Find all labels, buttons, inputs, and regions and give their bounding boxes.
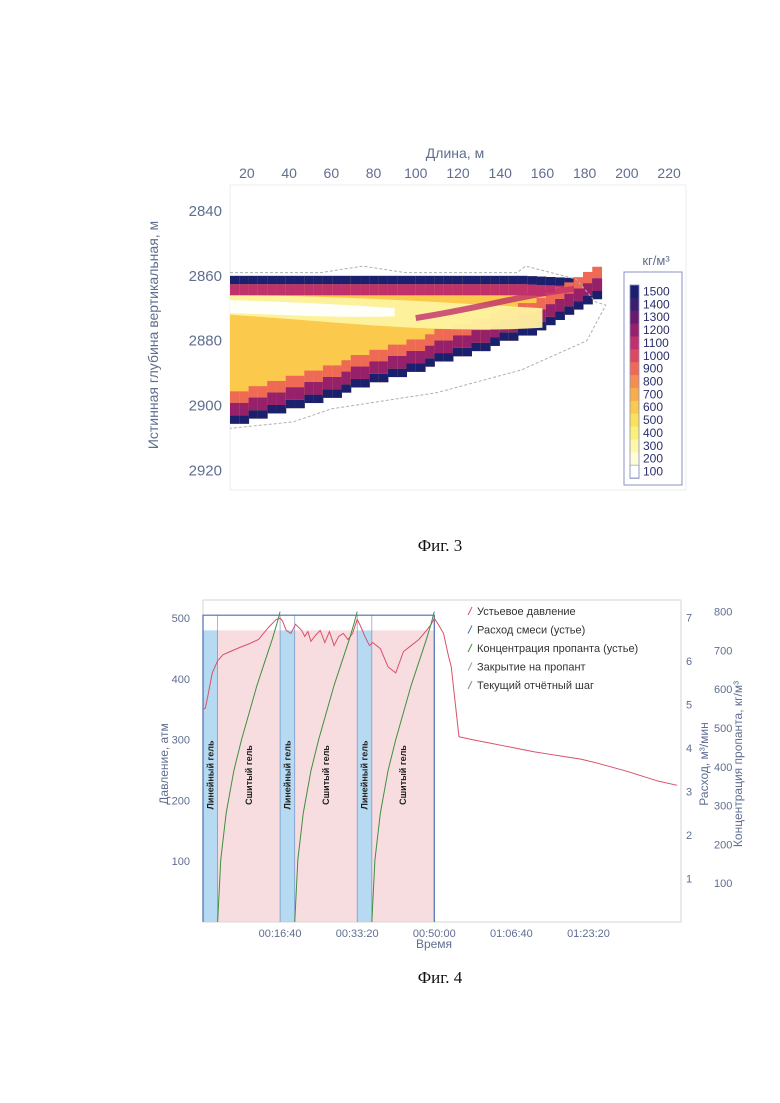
fig4-stage-label: Сшитый гель bbox=[244, 745, 254, 805]
fig3-x-tick-label: 40 bbox=[281, 165, 297, 181]
fig3-colorbar-swatch bbox=[630, 388, 639, 401]
fig3-x-tick-label: 140 bbox=[489, 165, 513, 181]
fig3-ylabel: Истинная глубина вертикальная, м bbox=[145, 221, 161, 449]
fig3-colorbar-swatch bbox=[630, 324, 639, 337]
fig4-stage-bands: Линейный гель Сшитый гель Линейный гель Сши… bbox=[203, 630, 434, 922]
fig3-colorbar-swatch bbox=[630, 362, 639, 375]
fig4-y-right1-tick-label: 4 bbox=[686, 743, 692, 755]
fig4-stage-label: Сшитый гель bbox=[398, 745, 408, 805]
fig4-x-tick-label: 01:23:20 bbox=[567, 928, 610, 940]
fig3-colorbar-swatch bbox=[630, 298, 639, 311]
fig3-x-tick-label: 120 bbox=[446, 165, 470, 181]
fig3-x-tick-label: 100 bbox=[404, 165, 428, 181]
fig3-colorbar-swatch bbox=[630, 452, 639, 465]
fig4-legend-entry: Закрытие на пропант bbox=[477, 662, 586, 674]
fig3-y-tick-label: 2860 bbox=[189, 268, 222, 285]
fig3-colorbar-swatch bbox=[630, 465, 639, 478]
fig4-ylabel-left: Давление, атм bbox=[157, 723, 171, 804]
fig4-legend-entry: Текущий отчётный шаг bbox=[477, 680, 594, 692]
fig3-xlabel: Длина, м bbox=[426, 145, 484, 161]
fig3-colorbar-swatch bbox=[630, 349, 639, 362]
fig3-y-ticks: 2840 2860 2880 2900 2920 bbox=[189, 203, 222, 480]
fig4-stage-label: Сшитый гель bbox=[321, 745, 331, 805]
fig4-legend-entry: Концентрация пропанта (устье) bbox=[477, 643, 638, 655]
fig3-y-tick-label: 2880 bbox=[189, 333, 222, 350]
fig3-colorbar-swatch bbox=[630, 311, 639, 324]
fig4-y-right2-tick-label: 200 bbox=[714, 839, 732, 851]
fig4-y-right1-tick-label: 6 bbox=[686, 656, 692, 668]
fig3-colorbar-swatch bbox=[630, 375, 639, 388]
fig4-y-right1-tick-label: 7 bbox=[686, 612, 692, 624]
fig3-colorbar-swatch bbox=[630, 401, 639, 414]
fig4-y-right2-ticks: 100 200 300 400 500 600 700 800 bbox=[714, 607, 732, 891]
fig4-y-right2-tick-label: 800 bbox=[714, 607, 732, 619]
fig3-x-tick-label: 60 bbox=[324, 165, 340, 181]
fig4-x-tick-label: 00:33:20 bbox=[336, 928, 379, 940]
fig3-x-tick-label: 20 bbox=[239, 165, 255, 181]
fig4-y-right2-tick-label: 700 bbox=[714, 645, 732, 657]
fig4-y-left-ticks: 100 200 300 400 500 bbox=[172, 613, 190, 868]
fig4-legend-entry: Устьевое давление bbox=[477, 606, 576, 618]
fig4-y-right2-tick-label: 500 bbox=[714, 723, 732, 735]
fig4-y-right1-tick-label: 1 bbox=[686, 873, 692, 885]
fig3-colorbar-swatch bbox=[630, 336, 639, 349]
figure3-chart: Длина, м 20 40 60 80 100 120 140 160 180 200 220 2… bbox=[145, 145, 686, 490]
figure4-caption: Фиг. 4 bbox=[340, 968, 540, 988]
fig3-colorbar-title: кг/м³ bbox=[642, 253, 670, 268]
fig3-x-ticks: 20 40 60 80 100 120 140 160 180 200 220 bbox=[239, 165, 681, 181]
fig3-x-tick-label: 80 bbox=[366, 165, 382, 181]
fig4-y-right1-tick-label: 5 bbox=[686, 699, 692, 711]
fig4-xlabel: Время bbox=[416, 937, 452, 951]
fig4-stage-label: Линейный гель bbox=[205, 740, 215, 809]
fig4-x-tick-label: 01:06:40 bbox=[490, 928, 533, 940]
fig4-stage-label: Линейный гель bbox=[282, 740, 292, 809]
fig4-stage-label: Линейный гель bbox=[360, 740, 370, 809]
fig3-colorbar-swatch bbox=[630, 427, 639, 440]
fig4-ylabel-right2: Концентрация пропанта, кг/м³ bbox=[731, 681, 745, 847]
fig4-y-right2-tick-label: 600 bbox=[714, 684, 732, 696]
fig3-colorbar-swatch bbox=[630, 285, 639, 298]
fig4-y-right1-tick-label: 2 bbox=[686, 830, 692, 842]
fig4-ylabel-right1: Расход, м³/мин bbox=[697, 722, 711, 805]
fig4-y-left-tick-label: 300 bbox=[172, 735, 190, 747]
figure4-chart: Линейный гель Сшитый гель Линейный гель Сши… bbox=[157, 600, 745, 951]
fig4-y-left-tick-label: 200 bbox=[172, 795, 190, 807]
fig4-y-right2-tick-label: 300 bbox=[714, 801, 732, 813]
fig4-y-left-tick-label: 500 bbox=[172, 613, 190, 625]
fig3-x-tick-label: 200 bbox=[615, 165, 639, 181]
fig3-colorbar-swatch bbox=[630, 414, 639, 427]
fig3-colorbar-swatch bbox=[630, 439, 639, 452]
fig4-legend-entry: Расход смеси (устье) bbox=[477, 625, 585, 637]
fig4-y-left-tick-label: 100 bbox=[172, 856, 190, 868]
fig3-y-tick-label: 2900 bbox=[189, 398, 222, 415]
figure3-caption: Фиг. 3 bbox=[340, 536, 540, 556]
fig4-y-right1-tick-label: 3 bbox=[686, 786, 692, 798]
fig4-y-left-tick-label: 400 bbox=[172, 674, 190, 686]
fig3-y-tick-label: 2920 bbox=[189, 463, 222, 480]
fig4-y-right1-ticks: 1 2 3 4 5 6 7 bbox=[686, 612, 692, 885]
fig3-colorbar-tick-label: 100 bbox=[643, 465, 663, 479]
fig4-x-tick-label: 00:16:40 bbox=[259, 928, 302, 940]
fig4-y-right2-tick-label: 400 bbox=[714, 762, 732, 774]
fig3-x-tick-label: 220 bbox=[657, 165, 681, 181]
fig3-x-tick-label: 160 bbox=[531, 165, 555, 181]
fig3-x-tick-label: 180 bbox=[573, 165, 597, 181]
fig3-y-tick-label: 2840 bbox=[189, 203, 222, 220]
fig4-y-right2-tick-label: 100 bbox=[714, 878, 732, 890]
